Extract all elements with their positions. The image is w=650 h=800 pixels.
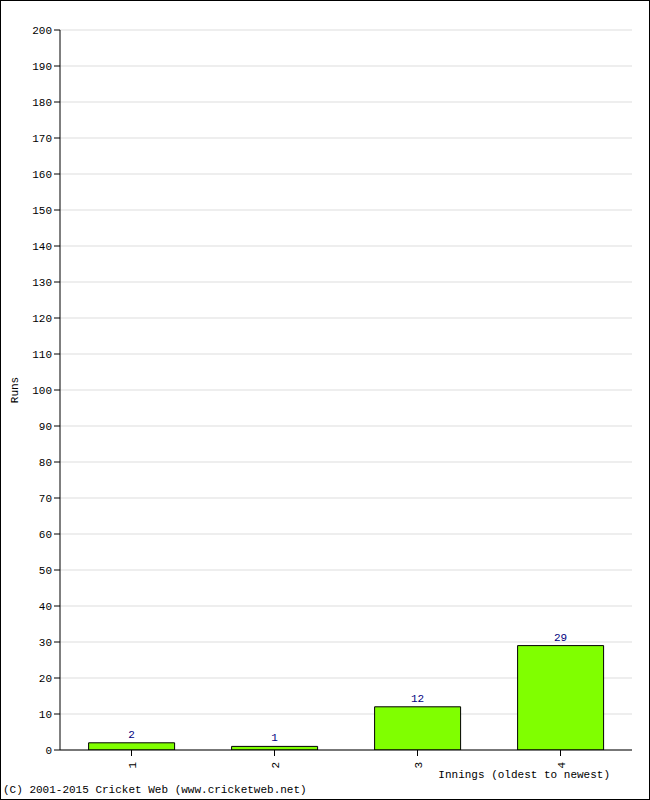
svg-text:10: 10 — [39, 709, 52, 721]
svg-text:130: 130 — [32, 277, 52, 289]
svg-text:Innings (oldest to newest): Innings (oldest to newest) — [438, 769, 610, 781]
svg-text:120: 120 — [32, 313, 52, 325]
svg-text:Runs: Runs — [9, 377, 21, 403]
svg-text:1: 1 — [271, 732, 278, 744]
svg-text:30: 30 — [39, 637, 52, 649]
svg-text:29: 29 — [554, 632, 567, 644]
svg-text:110: 110 — [32, 349, 52, 361]
svg-text:100: 100 — [32, 385, 52, 397]
svg-text:50: 50 — [39, 565, 52, 577]
svg-text:160: 160 — [32, 169, 52, 181]
svg-text:2: 2 — [270, 762, 282, 769]
svg-text:0: 0 — [45, 745, 52, 757]
html-text:(C) 2001-2015 Cricket Web (www: (C) 2001-2015 Cricket Web (www.cricketwe… — [3, 784, 307, 796]
svg-text:70: 70 — [39, 493, 52, 505]
svg-text:140: 140 — [32, 241, 52, 253]
svg-text:4: 4 — [556, 762, 568, 769]
svg-text:80: 80 — [39, 457, 52, 469]
svg-text:150: 150 — [32, 205, 52, 217]
svg-text:170: 170 — [32, 133, 52, 145]
svg-text:20: 20 — [39, 673, 52, 685]
svg-text:2: 2 — [128, 729, 135, 741]
svg-text:40: 40 — [39, 601, 52, 613]
svg-text:190: 190 — [32, 61, 52, 73]
svg-text:60: 60 — [39, 529, 52, 541]
svg-text:12: 12 — [411, 693, 424, 705]
svg-text:90: 90 — [39, 421, 52, 433]
svg-text:3: 3 — [413, 762, 425, 769]
svg-text:1: 1 — [127, 762, 139, 769]
svg-text:200: 200 — [32, 25, 52, 37]
svg-text:180: 180 — [32, 97, 52, 109]
